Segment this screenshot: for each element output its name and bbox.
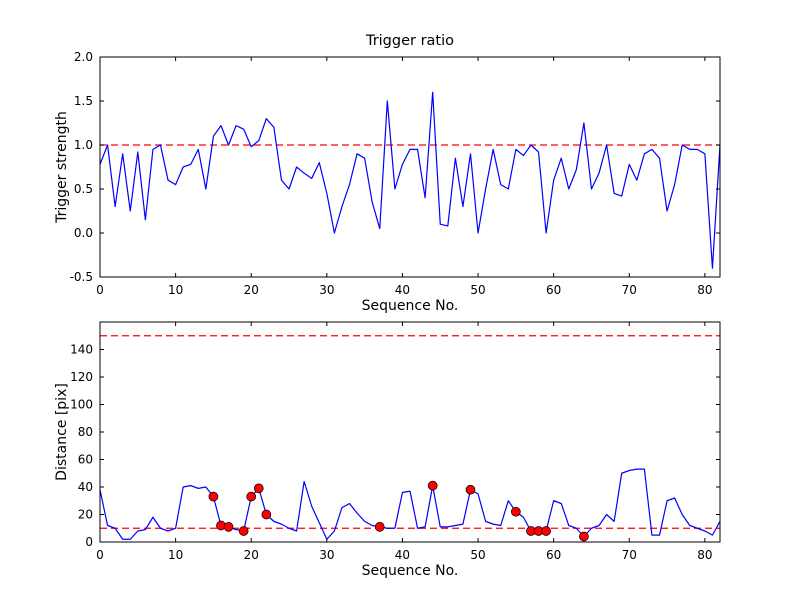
y-tick-label: 0.5 (74, 182, 93, 196)
y-tick-label: 60 (78, 453, 93, 467)
y-tick-label: 80 (78, 425, 93, 439)
x-tick-label: 20 (244, 283, 259, 297)
x-tick-label: 50 (470, 548, 485, 562)
y-tick-label: 140 (70, 343, 93, 357)
x-tick-label: 60 (546, 548, 561, 562)
x-tick-label: 80 (697, 283, 712, 297)
x-tick-label: 10 (168, 283, 183, 297)
scatter-point (208, 491, 219, 502)
scatter-point (541, 526, 551, 536)
x-tick-label: 0 (96, 548, 104, 562)
plot-bottom: 0 10 20 30 40 50 60 70 80 0 20 40 60 80 100 120 140 (70, 321, 721, 562)
top-plot-title: Trigger ratio (365, 33, 455, 49)
scatter-point (223, 522, 234, 532)
y-tick-label: 100 (70, 398, 93, 412)
plot-top: 0 10 20 30 40 50 60 70 80 -0.5 0.0 0.5 1.0 1.5 2.0 (70, 50, 721, 297)
y-tick-label: 120 (70, 370, 93, 384)
scatter-point (253, 483, 264, 494)
data-series-line (99, 91, 721, 269)
y-tick-label: 0 (85, 535, 93, 549)
x-tick-label: 40 (395, 283, 410, 297)
y-tick-label: 20 (78, 508, 93, 522)
y-tick-label: 40 (78, 480, 93, 494)
axes-frame (99, 321, 721, 543)
x-tick-label: 70 (622, 283, 637, 297)
x-tick-label: 30 (319, 283, 334, 297)
scatter-point (427, 480, 438, 491)
x-tick-label: 50 (470, 283, 485, 297)
data-series-line (99, 468, 721, 540)
x-tick-label: 10 (168, 548, 183, 562)
scatter-point (261, 509, 272, 520)
scatter-point (374, 522, 385, 532)
scatter-point (579, 531, 589, 542)
x-tick-label: 70 (622, 548, 637, 562)
x-tick-label: 0 (96, 283, 104, 297)
x-tick-label: 30 (319, 548, 334, 562)
scatter-point (238, 526, 249, 536)
y-tick-label: -0.5 (70, 270, 93, 284)
y-tick-label: 1.0 (74, 138, 93, 152)
x-tick-label: 60 (546, 283, 561, 297)
y-tick-label: 0.0 (74, 226, 93, 240)
top-x-axis-label: Sequence No. (361, 298, 459, 314)
x-tick-label: 20 (244, 548, 259, 562)
scatter-point (511, 506, 521, 517)
y-tick-label: 2.0 (74, 50, 93, 64)
x-tick-label: 40 (395, 548, 410, 562)
bottom-x-axis-label: Sequence No. (361, 563, 459, 579)
axes-frame (99, 56, 721, 278)
scatter-point (246, 491, 257, 502)
x-tick-label: 80 (697, 548, 712, 562)
scatter-point (465, 484, 476, 495)
y-tick-label: 1.5 (74, 94, 93, 108)
